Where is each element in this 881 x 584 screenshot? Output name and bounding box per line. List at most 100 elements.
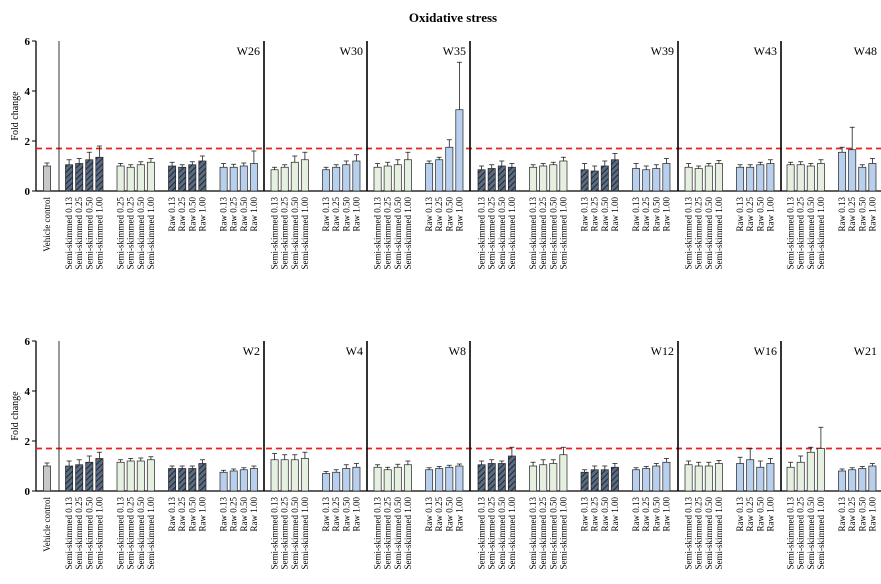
x-tick-label: Raw 0.13 [735,197,745,232]
x-tick-label: Raw 0.50 [755,197,765,232]
panel-label-w21: W21 [854,344,877,358]
raw-bar [652,168,661,192]
panel-label-w26: W26 [237,44,260,58]
x-tick-label: Raw 1.00 [197,197,207,232]
x-tick-label: Semi-skimmed 1.00 [94,197,104,270]
x-tick-label: Vehicle control [42,197,52,252]
semi-bar [280,166,289,192]
raw-bar [219,471,228,492]
raw-bar [756,164,765,192]
x-tick-label: Raw 0.13 [735,497,745,532]
raw-bar [322,473,331,492]
semi-bar [477,169,486,192]
x-tick-label: Raw 1.00 [867,497,877,532]
x-tick-label: Semi-skimmed 0.50 [704,497,714,570]
panel-label-w8: W8 [449,344,466,358]
x-tick-label: Raw 0.25 [229,197,239,232]
x-tick-label: Semi-skimmed 0.25 [538,497,548,570]
x-tick-label: Raw 1.00 [351,197,361,232]
semi-bar [373,466,382,492]
x-tick-label: Raw 0.13 [837,497,847,532]
y-axis-label: Fold change [10,91,21,141]
x-tick-label: Semi-skimmed 0.13 [477,497,487,570]
raw-bar [188,468,197,492]
semi-bar [393,164,402,192]
x-tick-label: Semi-skimmed 1.00 [507,197,517,270]
x-tick-label: Semi-skimmed 0.25 [538,197,548,270]
x-tick-label: Semi-skimmed 0.25 [383,197,393,270]
raw-bar [632,168,641,192]
raw-bar [662,461,671,492]
chart-title: Oxidative stress [409,10,497,25]
semi-bar [290,459,299,492]
x-tick-label: Raw 1.00 [249,497,259,532]
x-tick-label: Raw 0.25 [434,197,444,232]
semi-bar [539,165,548,192]
semi-bar [796,461,805,492]
x-tick-label: Semi-skimmed 0.25 [796,197,806,270]
raw-bar [746,459,755,492]
x-tick-label: Raw 0.50 [444,497,454,532]
x-tick-label: Raw 0.13 [580,497,590,532]
semi-bar [816,163,825,192]
raw-bar [445,146,454,192]
semi-bar [487,168,496,192]
x-tick-label: Raw 1.00 [661,497,671,532]
semi-bar [487,463,496,492]
x-tick-label: Semi-skimmed 0.50 [806,497,816,570]
x-tick-label: Raw 1.00 [867,197,877,232]
x-tick-label: Semi-skimmed 1.00 [403,197,413,270]
panel-label-w48: W48 [854,44,877,58]
raw-bar [868,465,877,492]
raw-bar [188,164,197,192]
semi-bar [403,464,412,492]
raw-bar [435,159,444,192]
raw-bar [425,469,434,492]
raw-bar [332,471,341,492]
semi-bar [559,454,568,492]
semi-bar [95,458,104,492]
semi-bar [383,165,392,192]
x-tick-label: Semi-skimmed 0.50 [136,497,146,570]
x-tick-label: Raw 0.25 [177,197,187,232]
semi-bar [393,466,402,492]
raw-bar [239,165,248,192]
x-tick-label: Raw 0.13 [167,497,177,532]
raw-bar [198,160,207,192]
y-tick-label: 6 [25,36,31,48]
x-tick-label: Raw 1.00 [454,197,464,232]
raw-bar [766,463,775,492]
raw-bar [249,468,258,492]
panel-label-w39: W39 [651,44,674,58]
raw-bar [342,164,351,192]
x-tick-label: Raw 0.25 [641,497,651,532]
x-tick-label: Raw 1.00 [351,497,361,532]
raw-bar [342,468,351,492]
x-tick-label: Semi-skimmed 0.13 [528,497,538,570]
y-tick-label: 4 [25,86,31,98]
x-tick-label: Semi-skimmed 0.13 [786,197,796,270]
semi-bar [75,163,84,192]
x-tick-label: Raw 0.25 [434,497,444,532]
x-tick-label: Semi-skimmed 0.50 [497,197,507,270]
raw-bar [642,169,651,192]
x-tick-label: Semi-skimmed 0.25 [487,197,497,270]
raw-bar [580,169,589,192]
semi-bar [816,448,825,492]
raw-bar [198,463,207,492]
x-tick-label: Raw 0.25 [177,497,187,532]
x-tick-label: Raw 0.50 [857,497,867,532]
x-tick-label: Semi-skimmed 0.13 [684,197,694,270]
x-tick-label: Raw 1.00 [765,197,775,232]
raw-bar [736,166,745,192]
semi-bar [136,460,145,492]
raw-bar [168,468,177,492]
raw-bar [178,468,187,492]
raw-bar [610,159,619,192]
x-tick-label: Raw 0.25 [745,497,755,532]
x-tick-label: Semi-skimmed 1.00 [300,197,310,270]
x-tick-label: Semi-skimmed 0.25 [74,197,84,270]
x-tick-label: Raw 0.13 [631,497,641,532]
raw-bar [652,465,661,492]
semi-bar [270,169,279,192]
